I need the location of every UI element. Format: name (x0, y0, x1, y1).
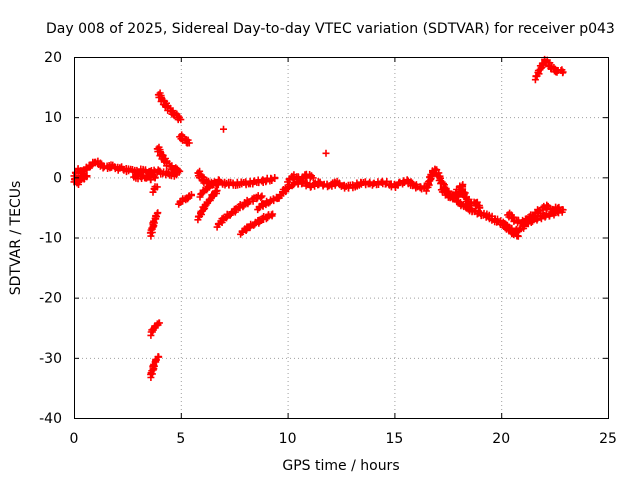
x-tick-label: 10 (279, 431, 297, 447)
y-tick-label: -10 (39, 231, 62, 247)
grid-lines (74, 57, 608, 418)
x-tick-label: 0 (70, 431, 79, 447)
axis-ticks (74, 57, 609, 419)
y-tick-labels: -40 -30 -20 -10 0 10 20 (39, 50, 62, 427)
y-tick-label: -30 (39, 351, 62, 367)
y-tick-label: -20 (39, 291, 62, 307)
x-tick-label: 15 (385, 431, 403, 447)
y-axis-label: SDTVAR / TECUs (8, 181, 24, 296)
x-axis-label: GPS time / hours (282, 458, 399, 474)
x-tick-labels: 0 5 10 15 20 25 (70, 431, 617, 447)
x-tick-label: 5 (176, 431, 185, 447)
x-tick-label: 20 (492, 431, 510, 447)
y-tick-label: 10 (44, 110, 62, 126)
chart-title: Day 008 of 2025, Sidereal Day-to-day VTE… (46, 21, 615, 37)
y-tick-label: 0 (53, 170, 62, 186)
data-points (70, 55, 567, 381)
data-point-markers (70, 55, 567, 381)
y-tick-label: -40 (39, 411, 62, 427)
y-tick-label: 20 (44, 50, 62, 66)
x-tick-label: 25 (599, 431, 617, 447)
